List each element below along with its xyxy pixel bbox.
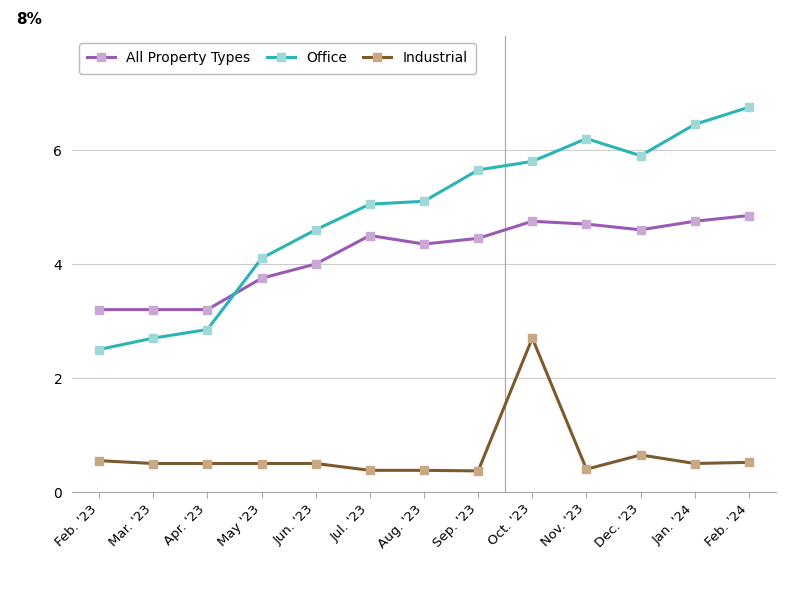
Industrial: [149, 460, 158, 467]
Industrial: [202, 460, 212, 467]
Office: [690, 121, 699, 128]
Text: 8%: 8%: [16, 12, 42, 27]
Office: [474, 166, 483, 173]
Office: [311, 226, 321, 233]
Line: Industrial: Industrial: [95, 334, 753, 475]
All Property Types: [311, 260, 321, 268]
All Property Types: [582, 220, 591, 227]
Office: [365, 200, 374, 208]
Industrial: [636, 451, 646, 458]
Industrial: [474, 467, 483, 475]
Office: [94, 346, 104, 353]
Office: [582, 135, 591, 142]
Industrial: [419, 467, 429, 474]
All Property Types: [257, 275, 266, 282]
Industrial: [365, 467, 374, 474]
Office: [636, 152, 646, 159]
Industrial: [94, 457, 104, 464]
Office: [257, 254, 266, 262]
Industrial: [690, 460, 699, 467]
Office: [527, 158, 537, 165]
Office: [419, 198, 429, 205]
All Property Types: [744, 212, 754, 219]
All Property Types: [419, 241, 429, 248]
All Property Types: [202, 306, 212, 313]
Office: [202, 326, 212, 333]
Industrial: [311, 460, 321, 467]
Legend: All Property Types, Office, Industrial: All Property Types, Office, Industrial: [79, 43, 476, 74]
All Property Types: [94, 306, 104, 313]
Office: [744, 104, 754, 111]
Industrial: [257, 460, 266, 467]
Office: [149, 335, 158, 342]
All Property Types: [690, 218, 699, 225]
All Property Types: [149, 306, 158, 313]
All Property Types: [474, 235, 483, 242]
Line: All Property Types: All Property Types: [95, 211, 753, 314]
All Property Types: [636, 226, 646, 233]
Industrial: [582, 466, 591, 473]
Line: Office: Office: [95, 103, 753, 353]
Industrial: [527, 335, 537, 342]
All Property Types: [527, 218, 537, 225]
Industrial: [744, 459, 754, 466]
All Property Types: [365, 232, 374, 239]
